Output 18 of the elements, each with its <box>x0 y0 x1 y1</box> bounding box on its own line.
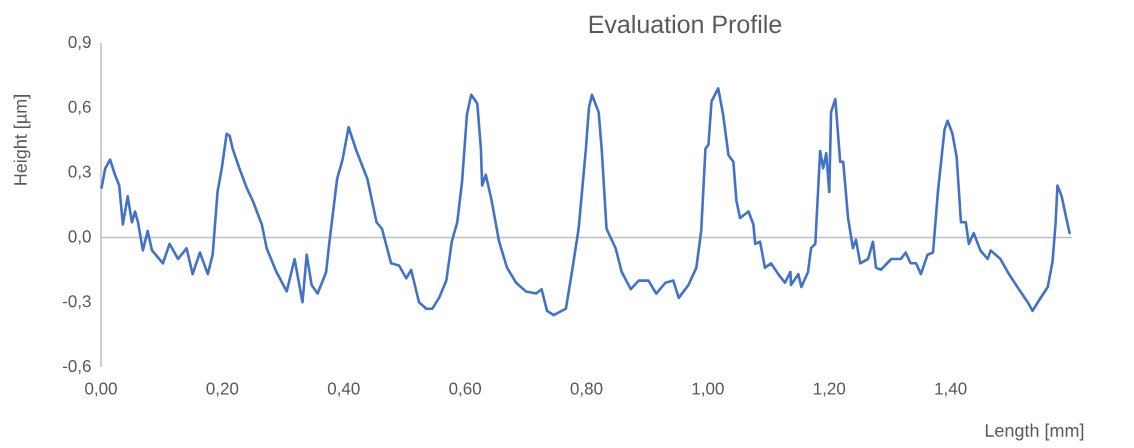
y-tick-label: 0,0 <box>68 230 91 245</box>
x-tick-label: 1,00 <box>692 382 724 397</box>
x-axis-title: Length [mm] <box>985 423 1084 441</box>
y-tick-label: 0,3 <box>68 165 91 180</box>
y-tick-label: 0,6 <box>68 100 91 115</box>
x-tick-label: 1,20 <box>814 382 846 397</box>
y-tick-label: 0,9 <box>68 35 91 51</box>
x-tick-label: 0,40 <box>327 382 360 397</box>
x-tick-label: 0,80 <box>570 382 603 397</box>
x-tick-label: 0,20 <box>206 382 239 397</box>
y-axis-title: Height [µm] <box>13 95 31 185</box>
line-series <box>100 87 1071 317</box>
x-tick-label: 0,60 <box>449 382 482 397</box>
x-tick-label: 0,00 <box>85 382 117 397</box>
y-tick-label: -0,3 <box>62 295 91 310</box>
x-tick-label: 1,40 <box>935 382 967 397</box>
y-tick-label: -0,6 <box>62 359 91 375</box>
chart-title: Evaluation Profile <box>589 14 782 34</box>
